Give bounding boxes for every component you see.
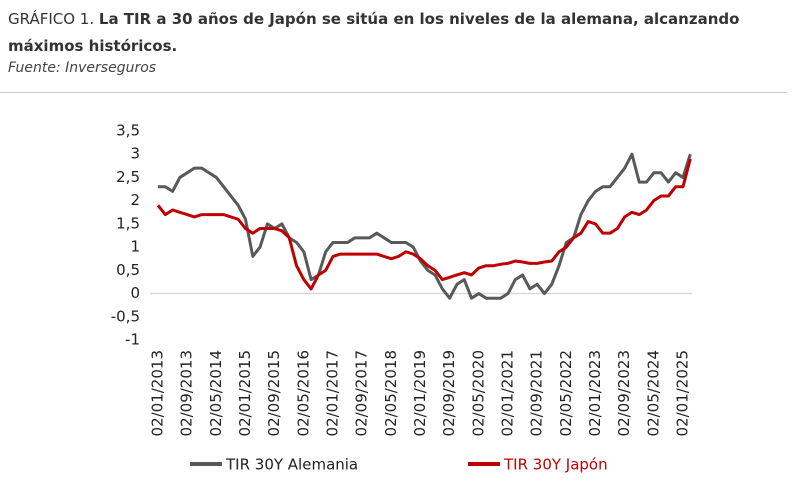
source: Fuente: Inverseguros	[8, 60, 157, 76]
x-tick-label: 02/01/2013	[149, 350, 167, 436]
x-tick-label: 02/09/2015	[265, 350, 283, 436]
x-tick-label: 02/05/2018	[382, 350, 400, 436]
x-tick-label: 02/01/2019	[411, 350, 429, 436]
x-tick-label: 02/01/2023	[586, 350, 604, 436]
x-tick-label: 02/09/2013	[178, 350, 196, 436]
x-tick-label: 02/09/2021	[528, 350, 546, 436]
y-tick-label: 3,5	[116, 122, 140, 140]
y-tick-label: 1,5	[116, 214, 140, 232]
separator	[0, 92, 787, 93]
series-line	[156, 158, 692, 291]
header: GRÁFICO 1. La TIR a 30 años de Japón se …	[8, 6, 788, 60]
y-tick-label: 1	[130, 238, 140, 256]
x-tick-label: 02/05/2020	[469, 350, 487, 436]
title: La TIR a 30 años de Japón se sitúa en lo…	[8, 10, 740, 55]
x-tick-label: 02/01/2025	[674, 350, 692, 436]
label: GRÁFICO 1.	[8, 10, 95, 28]
y-tick-label: 3	[130, 145, 140, 163]
series-line	[158, 152, 692, 300]
x-tick-label: 02/05/2024	[644, 350, 662, 436]
x-tick-label: 02/09/2017	[353, 350, 371, 436]
y-tick-label: 0	[130, 284, 140, 302]
x-tick-label: 02/01/2017	[324, 350, 342, 436]
legend-label: TIR 30Y Alemania	[225, 456, 358, 474]
legend-label: TIR 30Y Japón	[503, 456, 608, 474]
y-tick-label: -1	[125, 331, 140, 349]
x-tick-label: 02/01/2021	[499, 350, 517, 436]
x-tick-label: 02/05/2022	[557, 350, 575, 436]
x-tick-label: 02/05/2016	[294, 350, 312, 436]
y-tick-label: 2,5	[116, 168, 140, 186]
y-tick-label: -0,5	[111, 307, 140, 325]
x-tick-label: 02/09/2023	[615, 350, 633, 436]
y-tick-label: 0,5	[116, 261, 140, 279]
y-tick-label: 2	[130, 191, 140, 209]
x-tick-label: 02/05/2014	[207, 350, 225, 436]
x-tick-label: 02/01/2015	[236, 350, 254, 436]
x-tick-label: 02/09/2019	[440, 350, 458, 436]
